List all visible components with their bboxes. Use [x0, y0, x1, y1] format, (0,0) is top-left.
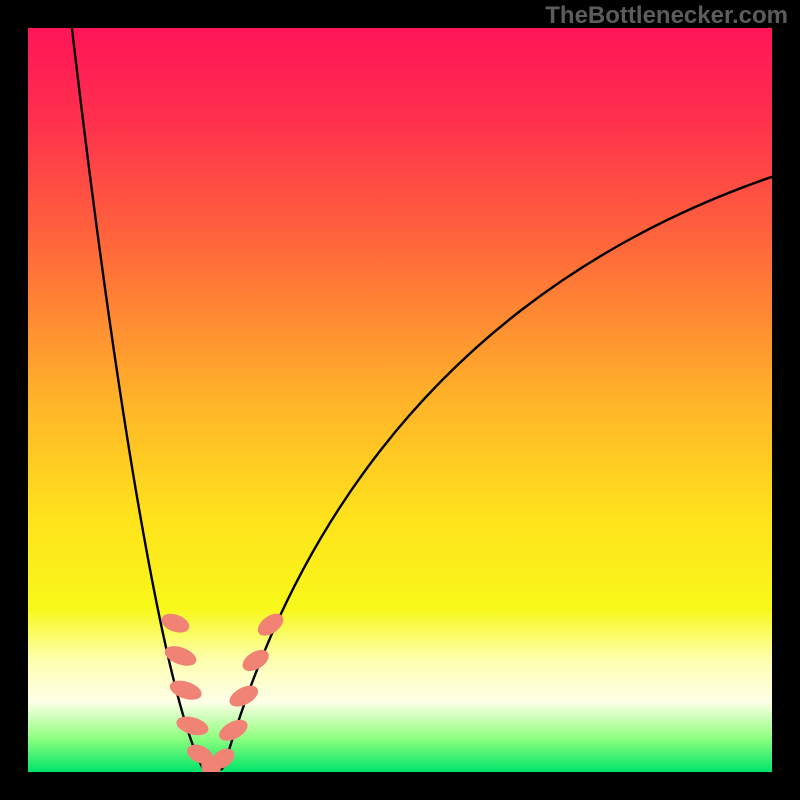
- gradient-background: [28, 28, 772, 772]
- watermark-text: TheBottlenecker.com: [545, 2, 788, 30]
- chart-frame: TheBottlenecker.com: [0, 0, 800, 800]
- bottleneck-curve-chart: [0, 0, 800, 800]
